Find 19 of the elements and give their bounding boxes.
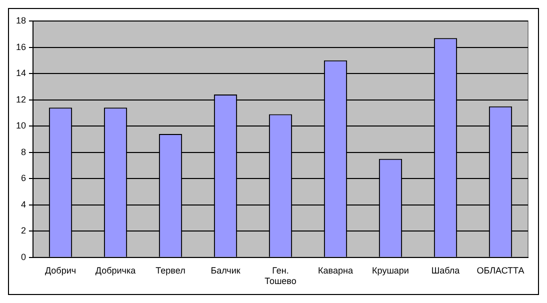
x-tick-label: Балчик [210, 265, 240, 276]
y-tick-label: 10 [16, 120, 26, 131]
y-tick-label: 0 [20, 252, 26, 262]
x-tick-label: Добрич [44, 265, 76, 276]
x-tick-label: Крушари [372, 265, 409, 276]
y-tick-label: 4 [20, 199, 26, 210]
x-tick-label: Ген. Тошево [264, 265, 296, 286]
x-tick-label: Шабла [431, 265, 460, 276]
y-tick-label: 14 [16, 68, 26, 78]
x-tick-label: Каварна [318, 265, 353, 276]
y-tick-label: 6 [20, 173, 26, 184]
x-tick-label: Тервел [156, 265, 186, 276]
y-tick-label: 12 [16, 94, 26, 104]
y-tick-label: 2 [20, 226, 26, 236]
y-tick-label: 8 [20, 146, 26, 157]
y-tick-label: 16 [16, 42, 26, 52]
x-tick-label: Добричка [95, 265, 136, 276]
x-tick-label: ОБЛАСТТА [476, 265, 524, 276]
y-tick-label: 18 [16, 15, 26, 26]
